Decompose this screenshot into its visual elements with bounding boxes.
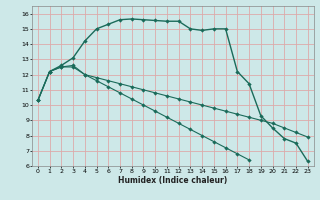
- X-axis label: Humidex (Indice chaleur): Humidex (Indice chaleur): [118, 176, 228, 185]
